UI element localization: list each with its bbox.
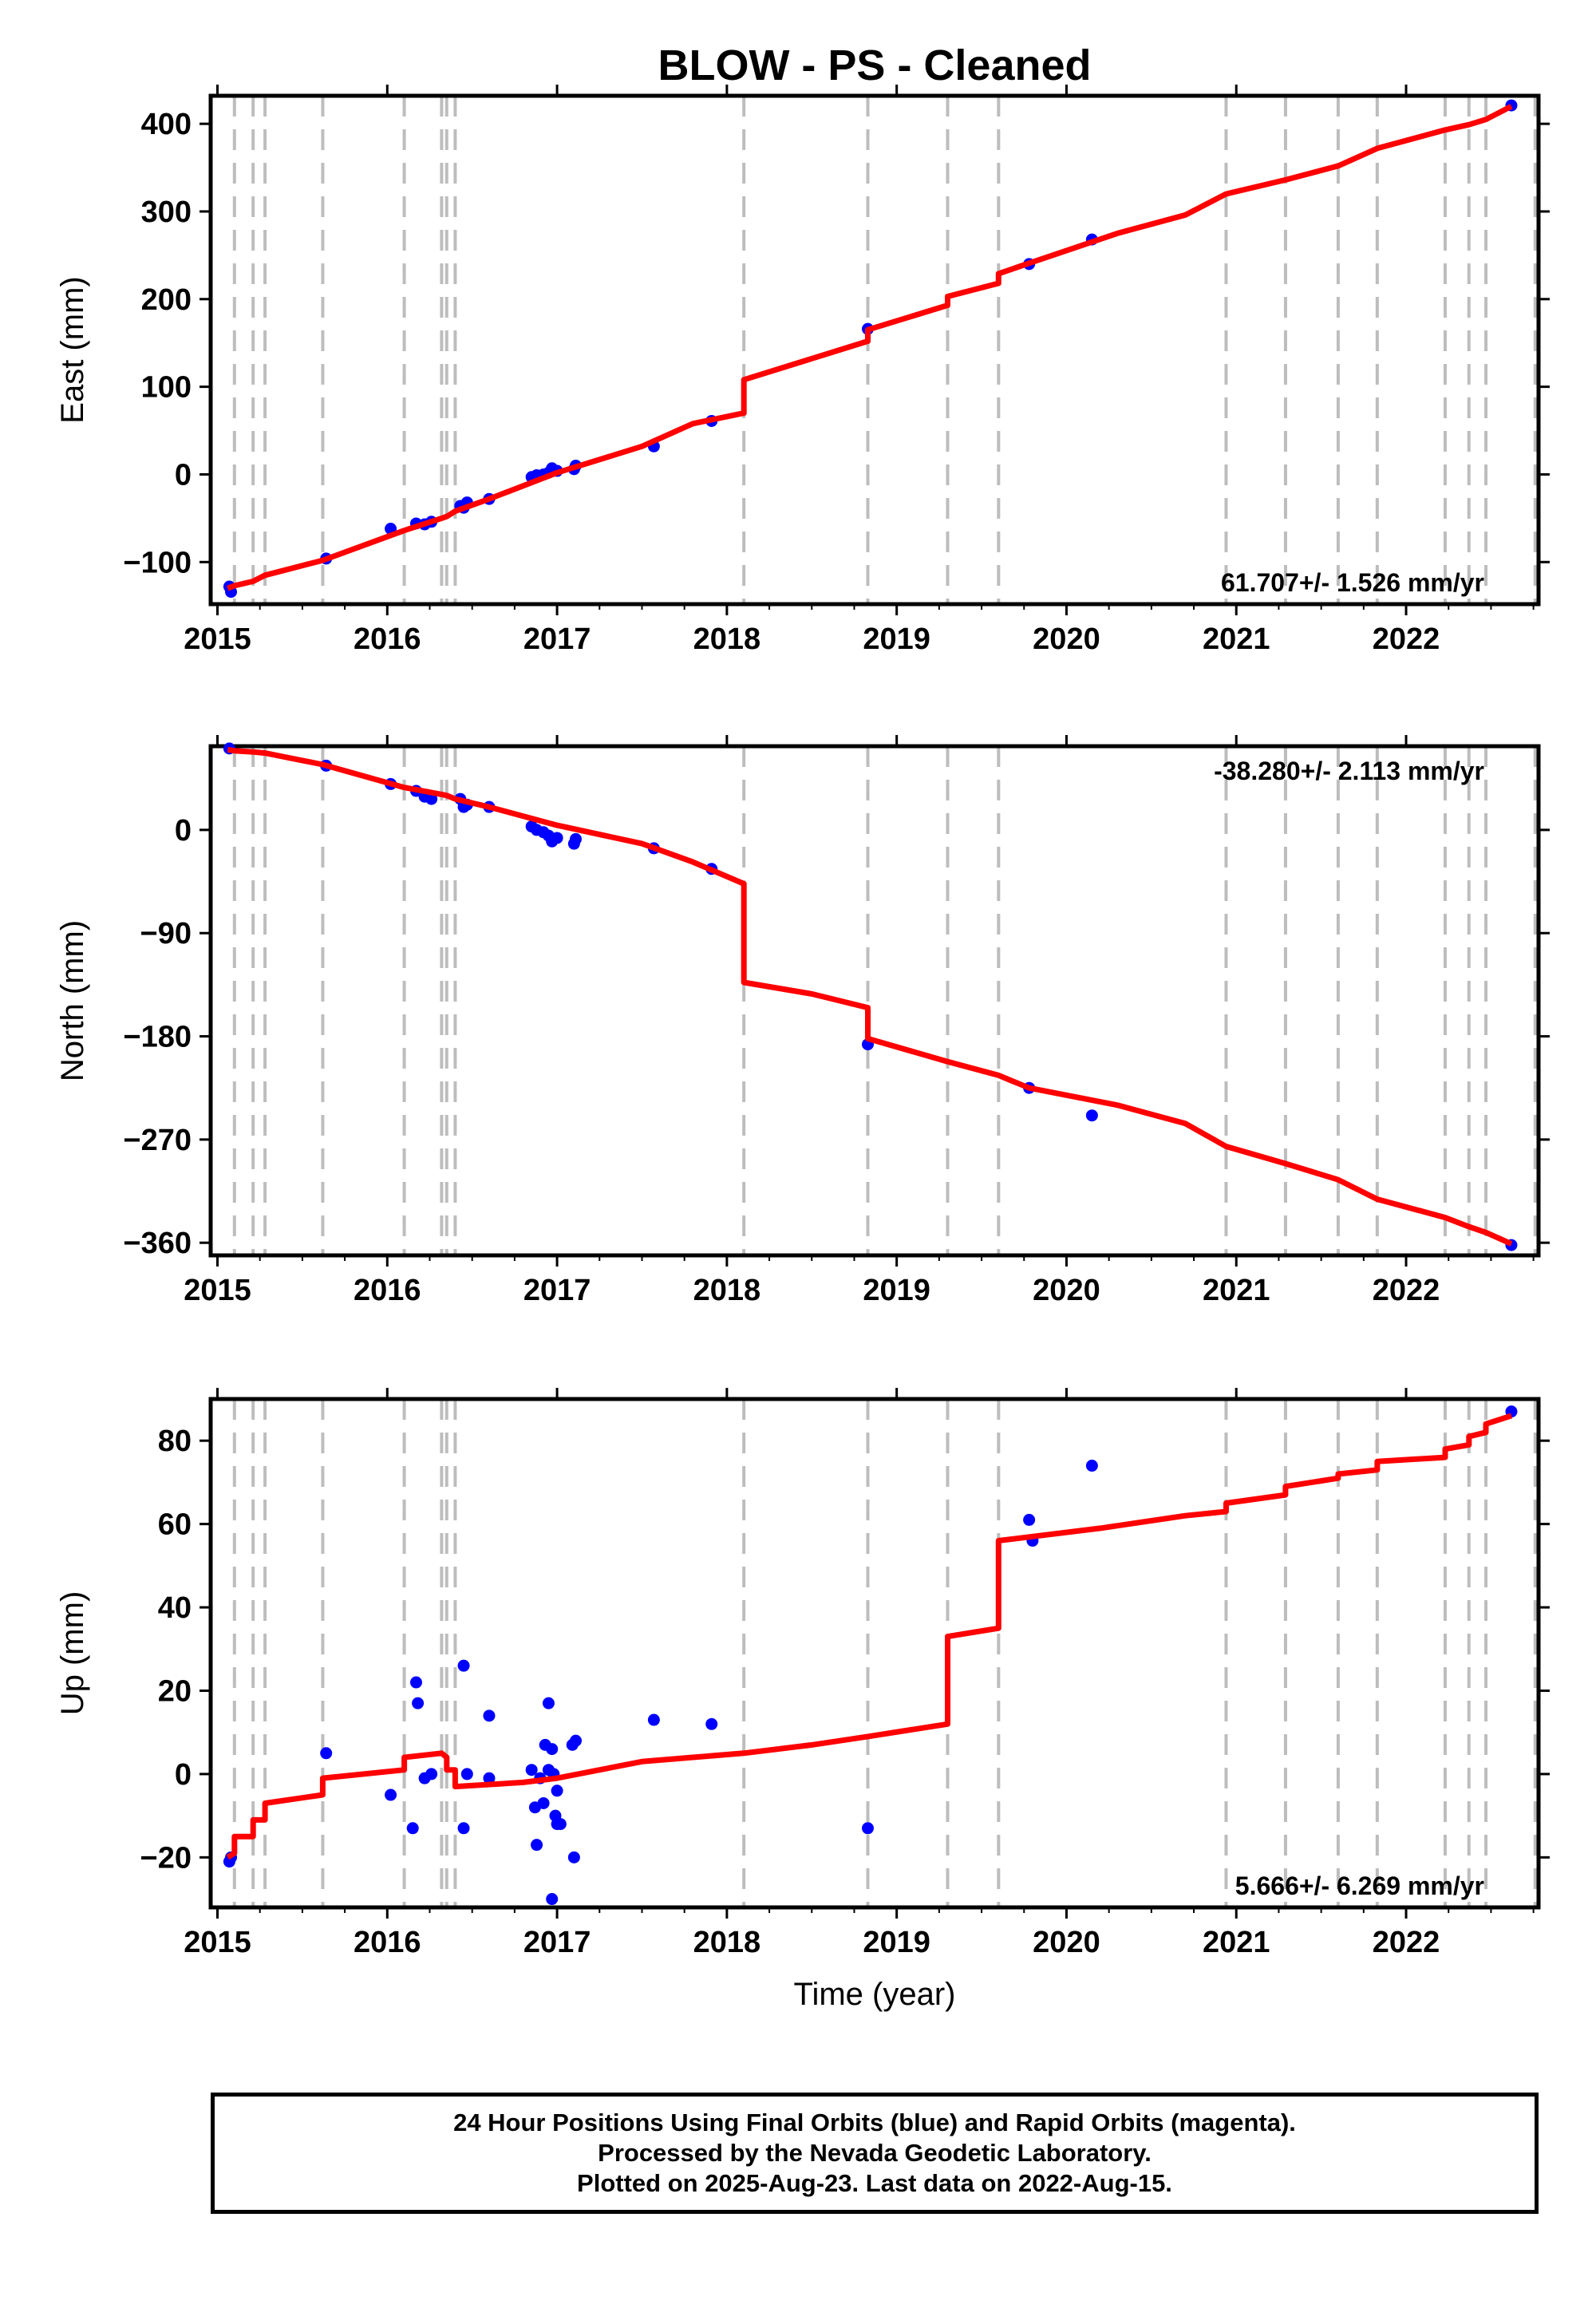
plot-frame <box>208 744 1541 1258</box>
x-tick-label: 2017 <box>523 1926 591 1959</box>
data-point <box>412 1697 425 1709</box>
data-point <box>425 792 438 805</box>
data-point <box>457 1659 470 1672</box>
x-tick-label: 2022 <box>1373 1926 1440 1959</box>
data-point <box>460 1768 473 1780</box>
x-tick-label: 2020 <box>1033 622 1100 656</box>
x-tick-label: 2015 <box>184 622 251 656</box>
x-tick-label: 2015 <box>184 1926 251 1959</box>
data-point <box>647 1713 660 1726</box>
y-tick-label: 300 <box>141 196 192 229</box>
velocity-annotation: 61.707+/- 1.526 mm/yr <box>1221 568 1484 597</box>
y-tick-label: 400 <box>141 108 192 141</box>
model-fit-line <box>227 746 1513 1247</box>
y-tick-label: −180 <box>123 1021 192 1054</box>
data-point <box>1023 1513 1036 1526</box>
x-axis-label: Time (year) <box>794 1977 956 2012</box>
footer-line-3: Plotted on 2025-Aug-23. Last data on 202… <box>577 2169 1172 2197</box>
model-fit-line <box>227 104 1513 591</box>
data-point <box>531 1839 543 1852</box>
panel-up: 2015 2016 2017 2018 2019 2020 2021 2022 −20 0 20 40… <box>55 1388 1550 2012</box>
data-point <box>385 1788 397 1801</box>
data-point <box>551 1784 563 1797</box>
panel-north: 2015 2016 2017 2018 2019 2020 2021 2022 −360 −270… <box>55 735 1550 1307</box>
x-tick-label: 2019 <box>863 1274 930 1307</box>
x-tick-label: 2018 <box>693 622 761 656</box>
y-tick-label: 80 <box>158 1425 192 1458</box>
velocity-annotation: -38.280+/- 2.113 mm/yr <box>1214 757 1484 785</box>
footer-line-2: Processed by the Nevada Geodetic Laborat… <box>598 2139 1152 2167</box>
data-point <box>546 1893 559 1906</box>
chart-title: BLOW - PS - Cleaned <box>658 41 1091 89</box>
y-tick-label: 0 <box>175 458 192 492</box>
data-point <box>409 1676 422 1689</box>
x-tick-label: 2018 <box>693 1926 761 1959</box>
data-point <box>546 1743 559 1756</box>
x-tick-label: 2016 <box>354 622 421 656</box>
data-point <box>569 832 582 845</box>
x-tick-label: 2022 <box>1373 622 1440 656</box>
x-tick-label: 2018 <box>693 1274 761 1307</box>
data-point <box>554 1818 567 1831</box>
data-point <box>1085 1460 1098 1472</box>
y-tick-label: 60 <box>158 1508 192 1542</box>
x-tick-label: 2020 <box>1033 1274 1100 1307</box>
x-tick-label: 2016 <box>354 1274 421 1307</box>
plot-frame <box>208 1397 1541 1910</box>
y-tick-label: 0 <box>175 1758 192 1792</box>
velocity-annotation: 5.666+/- 6.269 mm/yr <box>1235 1871 1484 1900</box>
y-axis-label: East (mm) <box>55 276 90 423</box>
x-tick-label: 2017 <box>523 1274 591 1307</box>
data-point <box>406 1822 419 1835</box>
y-tick-label: 0 <box>175 814 192 848</box>
y-tick-label: 40 <box>158 1591 192 1625</box>
plot-frame <box>208 93 1541 607</box>
y-axis-label: North (mm) <box>55 920 90 1081</box>
y-tick-label: −20 <box>140 1841 192 1875</box>
x-tick-label: 2020 <box>1033 1926 1100 1959</box>
x-tick-label: 2022 <box>1373 1274 1440 1307</box>
x-tick-label: 2019 <box>863 1926 930 1959</box>
data-point <box>567 1851 580 1863</box>
data-point <box>457 1822 470 1835</box>
data-point <box>425 1768 438 1780</box>
data-point <box>551 832 563 844</box>
x-tick-label: 2021 <box>1203 1274 1270 1307</box>
x-tick-label: 2021 <box>1203 1926 1270 1959</box>
x-tick-label: 2015 <box>184 1274 251 1307</box>
data-point <box>537 1796 550 1809</box>
y-tick-label: 100 <box>141 371 192 405</box>
data-point <box>483 1772 496 1784</box>
y-tick-label: 200 <box>141 283 192 317</box>
y-tick-label: −360 <box>123 1227 192 1260</box>
x-tick-label: 2021 <box>1203 622 1270 656</box>
y-tick-label: 20 <box>158 1674 192 1708</box>
data-point <box>705 1717 718 1730</box>
y-tick-label: −270 <box>123 1124 192 1157</box>
data-point <box>569 1734 582 1747</box>
x-tick-label: 2019 <box>863 622 930 656</box>
footer-line-1: 24 Hour Positions Using Final Orbits (bl… <box>453 2109 1296 2136</box>
x-tick-label: 2017 <box>523 622 591 656</box>
data-point <box>861 1822 874 1835</box>
data-point <box>525 1764 538 1777</box>
data-point <box>542 1697 555 1709</box>
data-point <box>320 1747 333 1760</box>
footer-caption: 24 Hour Positions Using Final Orbits (bl… <box>211 2093 1539 2214</box>
data-point <box>1085 1109 1098 1122</box>
model-fit-line <box>226 1413 1513 1860</box>
y-axis-label: Up (mm) <box>55 1591 90 1716</box>
data-point <box>483 1709 496 1722</box>
y-tick-label: −90 <box>140 917 192 951</box>
y-tick-label: −100 <box>123 546 192 579</box>
x-tick-label: 2016 <box>354 1926 421 1959</box>
panel-east: 2015 2016 2017 2018 2019 2020 2021 2022 −100 0 100… <box>55 85 1550 656</box>
